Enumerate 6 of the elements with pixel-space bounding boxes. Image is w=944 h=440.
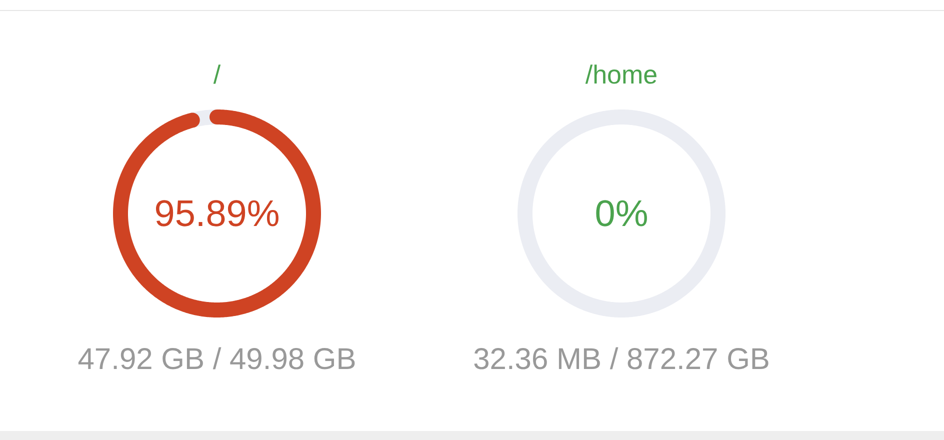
- text: 47.92 GB / 49.98 GB: [78, 343, 356, 376]
- text: 0%: [594, 193, 648, 234]
- chart-title: /home: [585, 60, 658, 90]
- chart-title: /: [213, 60, 222, 90]
- text: 32.36 MB / 872.27 GB: [473, 343, 770, 376]
- data-label: 95.89%: [154, 193, 280, 234]
